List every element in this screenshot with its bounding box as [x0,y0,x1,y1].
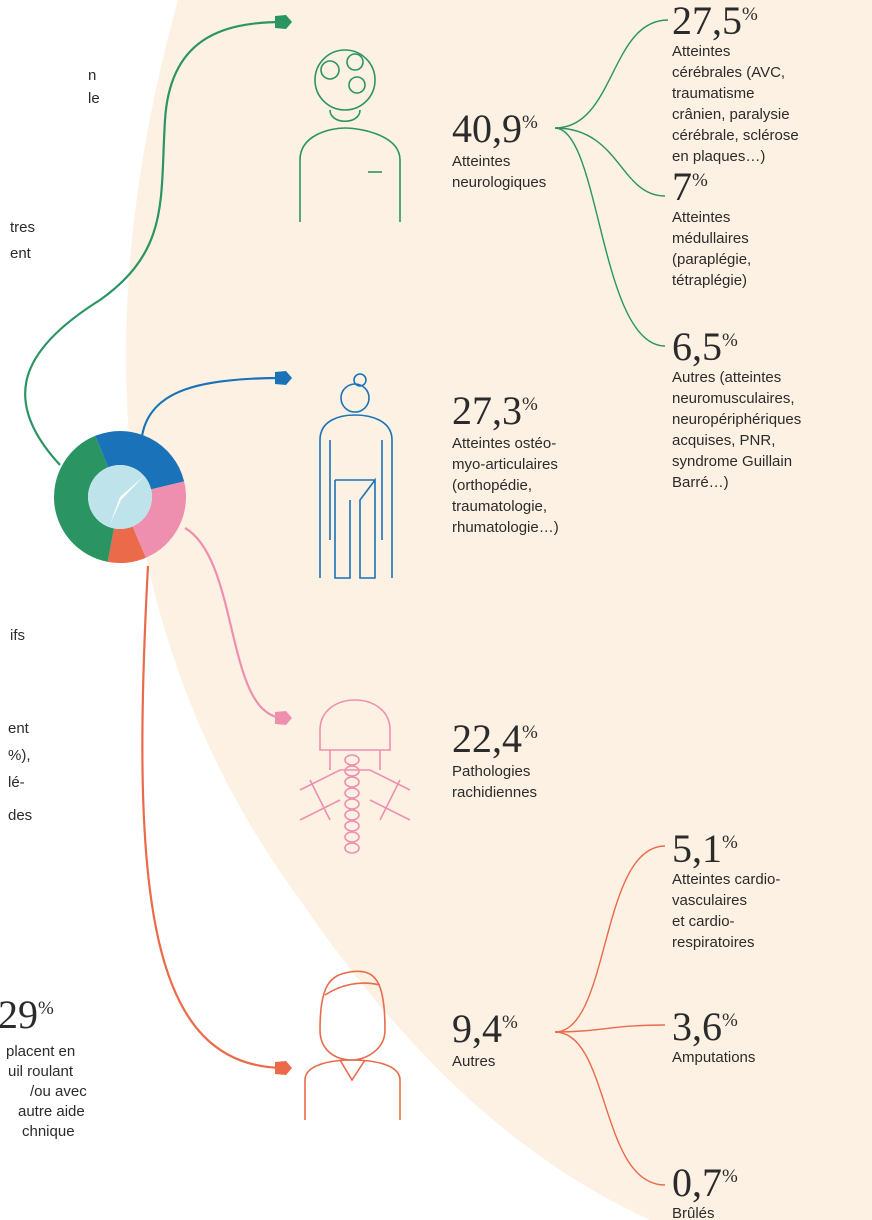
left-fragment: ent [10,245,32,262]
percentage-value: 22,4 [452,716,522,761]
percent-sign: % [742,4,758,25]
label-line: Atteintes [672,209,730,226]
connector-end [275,1061,292,1075]
percent-sign: % [722,832,738,853]
label-line: médullaires [672,230,749,247]
left-stat-line: /ou avec [30,1083,87,1100]
percent-sign: % [522,722,538,743]
percentage-value: 27,5 [672,0,742,43]
donut [54,431,186,563]
label-line: Pathologies [452,763,530,780]
left-stat: 29% [0,992,54,1037]
percent-sign: % [722,330,738,351]
infographic: 40,9% Atteintes neurologiques 27,3% Atteinte… [0,0,872,1220]
left-fragment: tres [10,219,35,236]
label-line: Brûlés [672,1205,715,1220]
label-line: neuromusculaires, [672,390,795,407]
left-fragment: le [88,90,100,107]
percentage-value: 7 [672,164,692,209]
percentage-value: 9,4 [452,1006,502,1051]
label-line: traumatologie, [452,498,547,515]
percent-sign: % [722,1166,738,1187]
percent-sign: % [522,112,538,133]
label-line: Barré…) [672,474,729,491]
percentage-value: 6,5 [672,324,722,369]
label-line: crânien, paralysie [672,106,790,123]
percentage-value: 3,6 [672,1004,722,1049]
percent-sign: % [522,394,538,415]
label-line: Autres (atteintes [672,369,781,386]
left-stat-line: uil roulant [8,1063,74,1080]
left-stat-line: autre aide [18,1103,85,1120]
label-line: myo-articulaires [452,456,558,473]
label-line: Autres [452,1053,495,1070]
page: {"percent_sign": "%", "categories": [ {"… [0,0,872,1220]
left-fragment: ent [8,720,30,737]
left-stat-line: placent en [6,1043,75,1060]
label-line: cérébrale, sclérose [672,127,799,144]
label-line: Amputations [672,1049,755,1066]
left-fragment: des [8,807,32,824]
label-line: rhumatologie…) [452,519,559,536]
label-line: acquises, PNR, [672,432,775,449]
percentage-value: 5,1 [672,826,722,871]
percentage-value: 27,3 [452,388,522,433]
label-line: syndrome Guillain [672,453,792,470]
left-stat-line: chnique [22,1123,75,1140]
left-fragment: %), [8,747,31,764]
label-line: cérébrales (AVC, [672,64,785,81]
percent-sign: % [722,1010,738,1031]
percent-sign: % [502,1012,518,1033]
label-line: neuropériphériques [672,411,801,428]
label-line: et cardio- [672,913,735,930]
label-line: traumatisme [672,85,755,102]
label-line: respiratoires [672,934,755,951]
left-fragment: n [88,67,96,84]
label-line: (paraplégie, [672,251,751,268]
left-fragment: lé- [8,774,25,791]
label-line: rachidiennes [452,784,537,801]
percent-sign: % [692,170,708,191]
percentage-value: 40,9 [452,106,522,151]
label-line: en plaques…) [672,148,765,165]
label-line: Atteintes ostéo- [452,435,556,452]
label-line: Atteintes cardio- [672,871,780,888]
label-line: neurologiques [452,174,546,191]
label-line: tétraplégie) [672,272,747,289]
percent-sign: % [38,998,54,1019]
label-line: vasculaires [672,892,747,909]
label-line: (orthopédie, [452,477,532,494]
label-line: Atteintes [672,43,730,60]
left-fragment: ifs [10,627,25,644]
percentage-value: 0,7 [672,1160,722,1205]
left-stat-value: 29 [0,992,38,1037]
label-line: Atteintes [452,153,510,170]
